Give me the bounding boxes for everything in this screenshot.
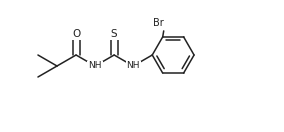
Text: Br: Br bbox=[153, 18, 164, 28]
Text: S: S bbox=[111, 29, 118, 39]
Text: NH: NH bbox=[88, 62, 102, 70]
Text: O: O bbox=[72, 29, 80, 39]
Text: NH: NH bbox=[126, 62, 140, 70]
